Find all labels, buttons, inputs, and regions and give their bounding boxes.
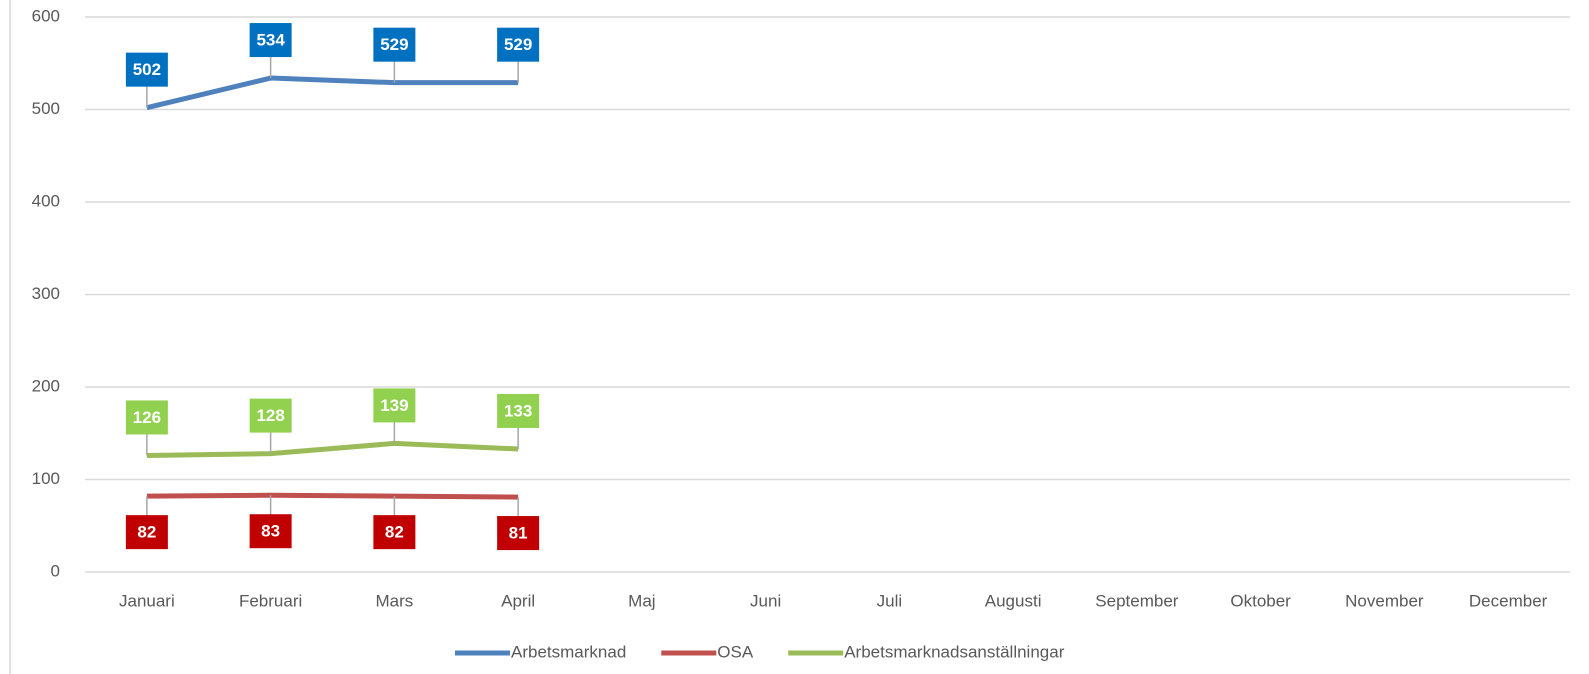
data-label-box (373, 388, 416, 423)
legend-label: Arbetsmarknadsanställningar (844, 642, 1065, 661)
data-label-box (125, 400, 168, 435)
data-label: 534 (256, 31, 285, 50)
data-label-box (497, 516, 540, 551)
y-tick-label: 500 (32, 99, 60, 118)
x-tick-label: Juli (877, 591, 903, 610)
x-tick-label: Maj (628, 591, 655, 610)
data-label-box (125, 52, 168, 87)
x-tick-label: Februari (239, 591, 302, 610)
data-label: 128 (256, 406, 284, 425)
x-tick-label: Augusti (985, 591, 1042, 610)
y-tick-label: 600 (32, 6, 60, 25)
data-label: 502 (133, 60, 161, 79)
data-label: 139 (380, 396, 408, 415)
series-line (146, 75, 519, 111)
x-tick-label: Oktober (1230, 591, 1291, 610)
data-label-box (373, 515, 416, 550)
legend-label: OSA (717, 642, 754, 661)
data-label-box (373, 27, 416, 62)
data-label: 529 (504, 35, 532, 54)
data-label: 529 (380, 35, 408, 54)
legend-label: Arbetsmarknad (511, 642, 626, 661)
series-line (146, 492, 519, 500)
y-tick-label: 0 (51, 561, 60, 580)
series-line (146, 440, 519, 458)
data-label: 133 (504, 401, 532, 420)
y-tick-label: 100 (32, 469, 60, 488)
x-tick-label: Mars (375, 591, 413, 610)
x-tick-label: Januari (119, 591, 175, 610)
data-label: 82 (137, 523, 156, 542)
data-label-box (249, 23, 292, 58)
y-tick-label: 200 (32, 376, 60, 395)
data-label: 83 (261, 522, 280, 541)
data-label-box (497, 393, 540, 428)
data-label: 81 (509, 524, 528, 543)
x-tick-label: Juni (750, 591, 781, 610)
data-label: 126 (133, 408, 161, 427)
data-label-box (249, 398, 292, 433)
data-label-box (249, 514, 292, 549)
x-tick-label: September (1095, 591, 1178, 610)
data-label: 82 (385, 523, 404, 542)
data-label-box (497, 27, 540, 62)
x-tick-label: December (1469, 591, 1548, 610)
x-tick-label: November (1345, 591, 1424, 610)
y-tick-label: 300 (32, 284, 60, 303)
x-tick-label: April (501, 591, 535, 610)
data-label-box (125, 515, 168, 550)
y-tick-label: 400 (32, 191, 60, 210)
